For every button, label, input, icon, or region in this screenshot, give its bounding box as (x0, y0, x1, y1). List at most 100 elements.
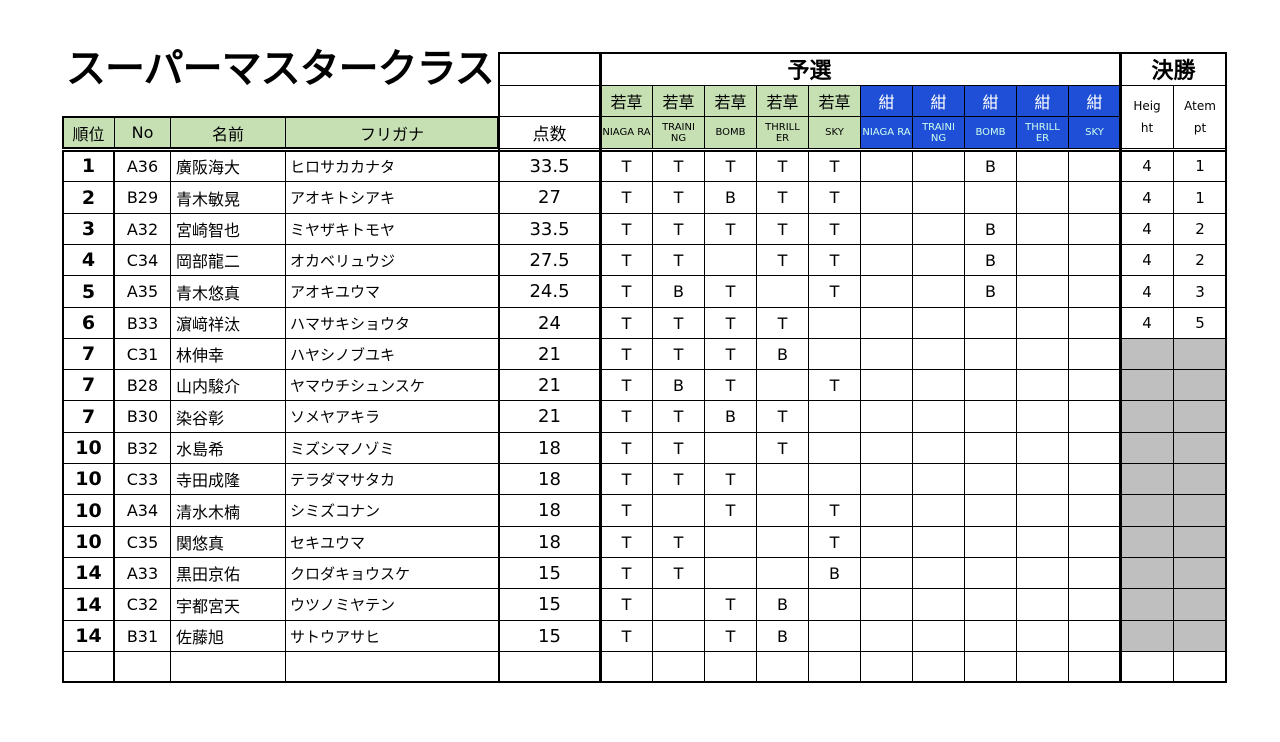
mark-cell (860, 432, 913, 464)
event-header: TRAINI NG (652, 116, 705, 149)
group-header: 若草 (652, 85, 705, 117)
name-cell: 濵﨑祥汰 (170, 307, 286, 339)
height-cell (1120, 588, 1174, 621)
mark-cell (756, 275, 809, 308)
height-cell (1120, 557, 1174, 589)
mark-cell (1016, 244, 1069, 276)
score-cell: 21 (498, 338, 601, 370)
mark-cell (704, 651, 757, 683)
name-cell: 水島希 (170, 432, 286, 464)
height-cell (1120, 494, 1174, 527)
final-header: 決勝 (1120, 52, 1227, 86)
group-header: 若草 (600, 85, 653, 117)
name-cell: 寺田成隆 (170, 463, 286, 495)
rank-cell: 3 (62, 213, 115, 245)
mark-cell (860, 526, 913, 558)
mark-cell: T (808, 213, 861, 245)
attempt-cell (1173, 651, 1227, 683)
mark-cell: T (652, 307, 705, 339)
name-cell: 清水木楠 (170, 494, 286, 527)
mark-cell (860, 275, 913, 308)
mark-cell: B (964, 150, 1017, 182)
kana-cell: ソメヤアキラ (285, 400, 499, 433)
mark-cell (912, 244, 965, 276)
group-header: 紺 (860, 85, 913, 117)
mark-cell: T (652, 463, 705, 495)
rank-cell: 10 (62, 432, 115, 464)
mark-cell: T (652, 213, 705, 245)
height-cell: 4 (1120, 150, 1174, 182)
mark-cell (808, 620, 861, 652)
mark-cell (1016, 494, 1069, 527)
mark-cell (652, 494, 705, 527)
no-cell: C33 (114, 463, 171, 495)
mark-cell (912, 494, 965, 527)
name-header: 名前 (170, 116, 286, 149)
mark-cell (1068, 338, 1121, 370)
mark-cell (912, 338, 965, 370)
event-header: TRAINI NG (912, 116, 965, 149)
mark-cell: T (756, 181, 809, 214)
mark-cell (1016, 557, 1069, 589)
score-cell: 24.5 (498, 275, 601, 308)
mark-cell (860, 620, 913, 652)
height-cell (1120, 432, 1174, 464)
mark-cell: T (652, 432, 705, 464)
mark-cell: T (808, 275, 861, 308)
kana-cell: クロダキョウスケ (285, 557, 499, 589)
no-cell: B30 (114, 400, 171, 433)
score-cell: 18 (498, 463, 601, 495)
mark-cell (860, 338, 913, 370)
score-cell: 24 (498, 307, 601, 339)
mark-cell (600, 651, 653, 683)
mark-cell: T (704, 494, 757, 527)
mark-cell (860, 651, 913, 683)
kana-cell: テラダマサタカ (285, 463, 499, 495)
mark-cell (652, 651, 705, 683)
rank-cell: 14 (62, 620, 115, 652)
mark-cell (1068, 275, 1121, 308)
mark-cell (1068, 557, 1121, 589)
mark-cell (964, 557, 1017, 589)
height-cell: 4 (1120, 275, 1174, 308)
attempt-cell (1173, 369, 1227, 401)
no-cell: C32 (114, 588, 171, 621)
kana-cell: アオキユウマ (285, 275, 499, 308)
name-cell: 山内駿介 (170, 369, 286, 401)
mark-cell (912, 150, 965, 182)
no-cell: C31 (114, 338, 171, 370)
mark-cell (756, 651, 809, 683)
mark-cell: T (600, 369, 653, 401)
mark-cell (964, 369, 1017, 401)
mark-cell (912, 588, 965, 621)
mark-cell (756, 463, 809, 495)
attempt-cell: 2 (1173, 213, 1227, 245)
mark-cell (1016, 651, 1069, 683)
kana-cell: ヤマウチシュンスケ (285, 369, 499, 401)
mark-cell (1016, 150, 1069, 182)
mark-cell (912, 181, 965, 214)
mark-cell (756, 557, 809, 589)
mark-cell (1068, 620, 1121, 652)
mark-cell (860, 557, 913, 589)
score-cell: 15 (498, 620, 601, 652)
kana-header: フリガナ (285, 116, 499, 149)
height-cell: 4 (1120, 213, 1174, 245)
score-cell: 21 (498, 400, 601, 433)
mark-cell (860, 150, 913, 182)
no-cell: B28 (114, 369, 171, 401)
mark-cell: T (756, 213, 809, 245)
mark-cell (912, 432, 965, 464)
mark-cell (860, 588, 913, 621)
name-cell: 岡部龍二 (170, 244, 286, 276)
height-cell: 4 (1120, 181, 1174, 214)
mark-cell: B (964, 244, 1017, 276)
mark-cell: T (704, 620, 757, 652)
mark-cell (1068, 181, 1121, 214)
name-cell: 黒田京佑 (170, 557, 286, 589)
mark-cell: T (808, 150, 861, 182)
group-header: 若草 (704, 85, 757, 117)
mark-cell: B (756, 588, 809, 621)
mark-cell (1068, 463, 1121, 495)
mark-cell: T (704, 150, 757, 182)
